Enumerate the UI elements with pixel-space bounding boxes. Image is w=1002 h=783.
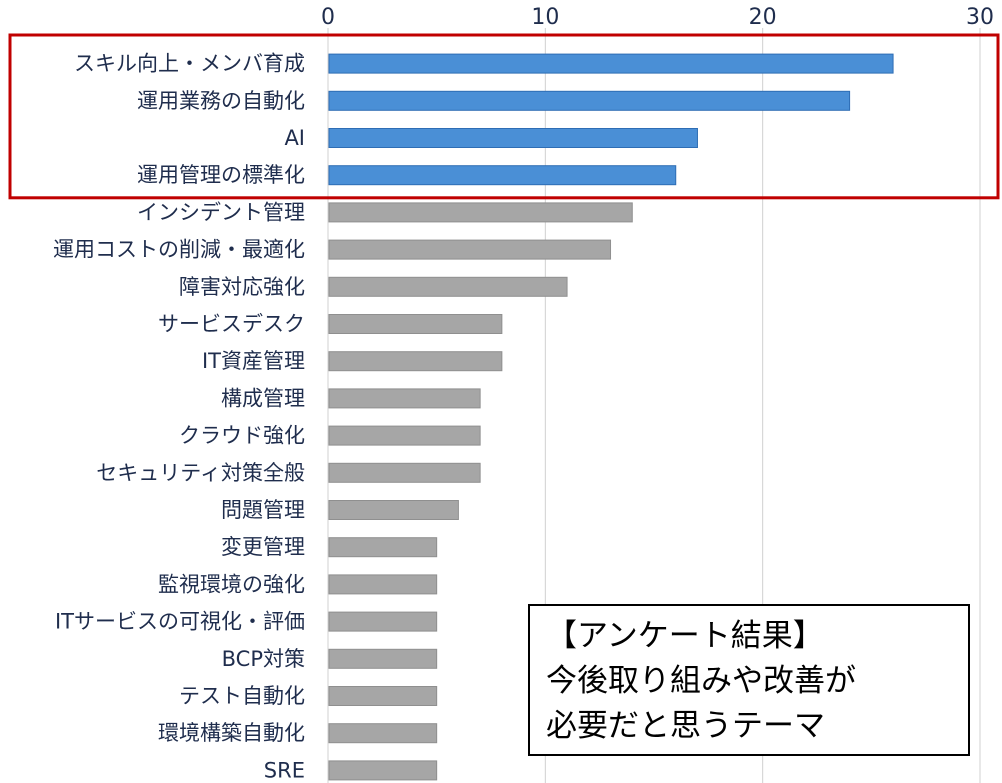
highlight-border [8,33,1000,200]
bar [328,500,459,520]
category-label: スキル向上・メンバ育成 [74,52,305,76]
bar [328,351,503,372]
x-tick-label: 30 [966,5,994,30]
bar [328,276,568,297]
x-tick-label: 10 [531,5,559,30]
bar [328,128,698,148]
bar [328,388,481,409]
category-label: 運用管理の標準化 [137,163,305,187]
category-label: 環境構築自動化 [158,721,305,745]
category-label: セキュリティ対策全般 [96,461,305,485]
category-label: 運用業務の自動化 [137,89,305,113]
category-label: IT資産管理 [202,349,305,373]
bar [328,574,438,595]
category-label: 変更管理 [221,535,305,559]
note-line-1: 【アンケート結果】 [546,618,824,654]
bar [328,611,438,632]
category-label: ITサービスの可視化・評価 [55,610,305,634]
category-label: 問題管理 [221,498,305,522]
x-tick-label: 20 [749,5,777,30]
bar [328,202,633,223]
category-label: サービスデスク [158,312,305,336]
category-label: SRE [264,758,305,782]
category-label: BCP対策 [222,647,305,671]
category-label: 監視環境の強化 [158,572,305,596]
bar [328,760,438,781]
category-label: クラウド強化 [179,424,305,448]
bar [328,723,438,744]
note-line-3: 必要だと思うテーマ [546,708,825,744]
bar [328,537,438,558]
note-line-2: 今後取り組みや改善が [546,663,856,699]
bar [328,314,503,334]
bar [328,53,894,74]
category-label: AI [284,126,305,150]
category-label: インシデント管理 [137,200,305,224]
category-label: 運用コストの削減・最適化 [53,238,305,262]
x-tick-label: 0 [321,5,335,30]
category-label: 構成管理 [221,386,305,410]
bar [328,165,677,186]
bar [328,648,438,669]
category-label: テスト自動化 [179,684,305,708]
bar [328,425,481,446]
bar [328,239,612,260]
bar [328,90,851,111]
category-label: 障害対応強化 [179,275,305,299]
survey-note-box: 【アンケート結果】 今後取り組みや改善が 必要だと思うテーマ [528,604,970,756]
bar [328,462,481,483]
bar [328,686,438,706]
